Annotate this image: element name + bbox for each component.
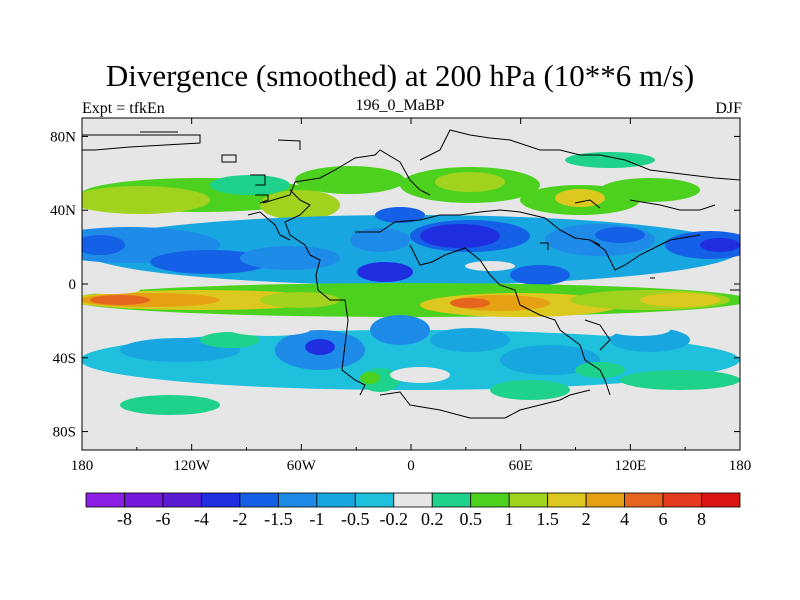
y-tick-label: 80S [53, 425, 76, 441]
colorbar-box-4 [239, 492, 279, 508]
contour-fill-24 [510, 265, 570, 285]
y-tick-label: 0 [69, 277, 77, 293]
colorbar-label: -8 [117, 509, 132, 529]
contour-fill-44 [120, 395, 220, 415]
y-tick-label: 40S [53, 351, 76, 367]
x-axis: 180 120W 60W 0 60E 120E 180 [71, 118, 752, 474]
contour-fill-9 [565, 152, 655, 168]
contour-fill-46 [490, 380, 570, 400]
colorbar-label: -4 [194, 509, 209, 529]
contour-fill-41 [500, 345, 600, 375]
contour-fill-5 [435, 172, 505, 192]
contour-fill-35 [260, 292, 340, 308]
colorbar-label: 6 [659, 509, 668, 529]
y-tick-label: 80N [50, 129, 76, 145]
contour-fill-40 [430, 328, 510, 352]
colorbar-label: -2 [232, 509, 247, 529]
contour-fill-29 [90, 295, 150, 305]
colorbar-box-0 [85, 492, 125, 508]
colorbar-box-13 [585, 492, 625, 508]
contour-fill-49 [360, 372, 380, 384]
map-field [82, 118, 740, 450]
colorbar-box-3 [201, 492, 241, 508]
colorbar-label: 0.2 [421, 509, 444, 529]
y-axis: 80N 40N 0 40S 80S [50, 129, 740, 441]
coastlines [82, 129, 740, 419]
x-tick-label: 0 [407, 458, 415, 474]
colorbar-box-8 [393, 492, 433, 508]
contour-fill-52 [465, 261, 515, 271]
chart-title: Divergence (smoothed) at 200 hPa (10**6 … [105, 58, 695, 93]
colorbar-box-1 [124, 492, 164, 508]
colorbar-label: 4 [620, 509, 629, 529]
contour-fill-23 [82, 235, 125, 255]
y-tick-label: 40N [50, 203, 76, 219]
contour-fill-7 [555, 189, 605, 207]
colorbar-label: -6 [155, 509, 170, 529]
contour-fill-51 [82, 286, 140, 294]
contour-fill-8 [600, 178, 700, 202]
x-tick-label: 180 [729, 458, 752, 474]
colorbar-box-2 [162, 492, 202, 508]
contour-fill-47 [620, 370, 740, 390]
x-tick-label: 180 [71, 458, 94, 474]
contour-fill-21 [700, 238, 740, 252]
contour-fill-32 [450, 298, 490, 308]
contour-fill-22 [595, 227, 645, 243]
colorbar-box-6 [316, 492, 356, 508]
contour-fill-17 [420, 224, 500, 248]
contour-fill-53 [390, 367, 450, 383]
contour-fill-54 [230, 324, 310, 336]
colorbar-box-7 [354, 492, 395, 508]
colorbar-box-11 [508, 492, 549, 508]
contour-fill-18 [357, 262, 413, 282]
x-tick-label: 120E [614, 458, 646, 474]
contour-fill-1 [82, 186, 210, 214]
contour-fill-15 [350, 228, 410, 252]
x-tick-label: 60E [509, 458, 533, 474]
contour-fill-10 [210, 175, 290, 195]
colorbar-label: -1 [309, 509, 324, 529]
contour-fill-13 [150, 250, 270, 274]
x-tick-label: 120W [173, 458, 211, 474]
colorbar-label: 2 [582, 509, 591, 529]
x-tick-label: 60W [287, 458, 317, 474]
colorbar-label: -0.5 [341, 509, 370, 529]
colorbar-box-16 [701, 492, 741, 508]
contour-fill-55 [610, 324, 670, 336]
contour-fill-38 [305, 339, 335, 355]
contour-fill-25 [375, 207, 425, 223]
colorbar-label: 8 [697, 509, 706, 529]
colorbar: -8 -6 -4 -2 -1.5 -1 -0.5 -0.2 0.2 0.5 1 1.5 2 4 6 8 [85, 492, 741, 529]
colorbar-label: -0.2 [380, 509, 409, 529]
colorbar-box-5 [277, 492, 318, 508]
season-label: DJF [715, 100, 742, 117]
colorbar-label: 1 [505, 509, 514, 529]
experiment-label: Expt = tfkEn [82, 100, 165, 117]
contour-fill-3 [295, 166, 405, 194]
colorbar-label: 1.5 [536, 509, 559, 529]
colorbar-box-15 [662, 492, 702, 508]
colorbar-box-9 [431, 492, 472, 508]
contour-fill-34 [640, 293, 720, 307]
colorbar-label: 0.5 [459, 509, 482, 529]
colorbar-box-10 [470, 492, 510, 508]
colorbar-box-12 [547, 492, 587, 508]
contour-fill-39 [370, 315, 430, 345]
contour-fill-50 [200, 332, 260, 348]
case-label: 196_0_MaBP [355, 97, 445, 114]
colorbar-box-14 [624, 492, 664, 508]
colorbar-label: -1.5 [264, 509, 293, 529]
contour-fill-14 [240, 246, 340, 270]
